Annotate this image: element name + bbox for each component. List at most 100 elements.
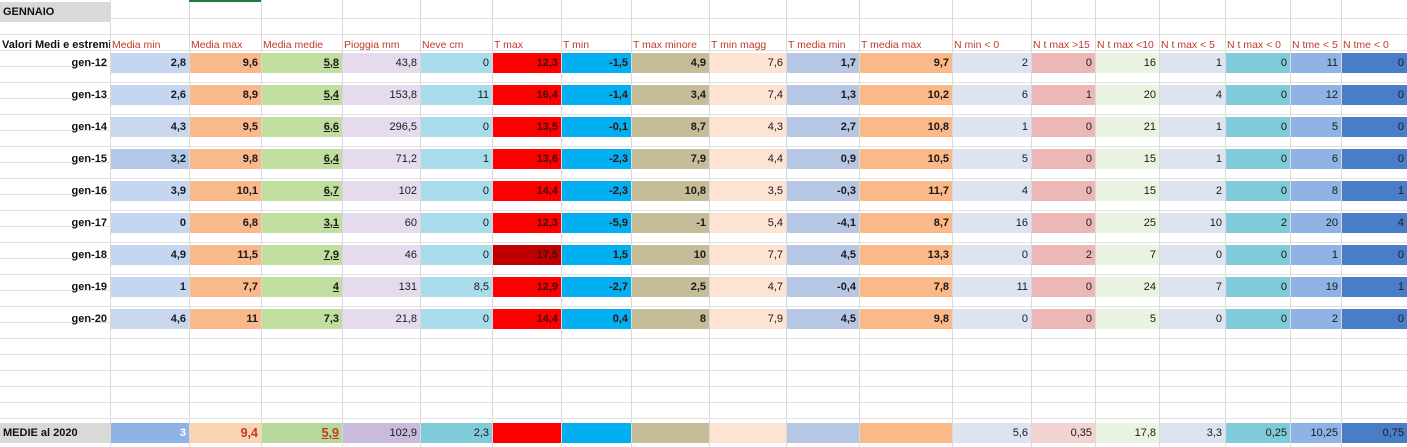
data-cell[interactable]: 7,9 <box>262 245 342 265</box>
data-cell[interactable]: 5,4 <box>710 213 786 233</box>
data-cell[interactable]: 8,5 <box>421 277 492 297</box>
summary-cell[interactable]: 10,25 <box>1291 423 1341 443</box>
data-cell[interactable]: 0 <box>953 309 1031 329</box>
data-cell[interactable]: 4,9 <box>111 245 189 265</box>
data-cell[interactable]: 1 <box>1160 149 1225 169</box>
summary-cell[interactable] <box>787 423 859 443</box>
data-cell[interactable]: 0 <box>1226 85 1290 105</box>
data-cell[interactable]: 0 <box>1342 85 1407 105</box>
data-cell[interactable]: 19 <box>1291 277 1341 297</box>
data-cell[interactable]: 14,4 <box>493 181 561 201</box>
data-cell[interactable]: 1 <box>1342 277 1407 297</box>
data-cell[interactable]: 102 <box>343 181 420 201</box>
data-cell[interactable]: 4 <box>262 277 342 297</box>
data-cell[interactable]: 1,5 <box>562 245 631 265</box>
data-cell[interactable]: 20 <box>1291 213 1341 233</box>
summary-cell[interactable]: 5,9 <box>262 423 342 443</box>
data-cell[interactable]: 1 <box>1032 85 1095 105</box>
data-cell[interactable]: 0 <box>1032 309 1095 329</box>
data-cell[interactable]: 4,6 <box>111 309 189 329</box>
data-cell[interactable]: 2 <box>953 53 1031 73</box>
data-cell[interactable]: 24 <box>1096 277 1159 297</box>
data-cell[interactable]: 9,5 <box>190 117 261 137</box>
summary-cell[interactable] <box>860 423 952 443</box>
data-cell[interactable]: 21 <box>1096 117 1159 137</box>
summary-cell[interactable] <box>562 423 631 443</box>
data-cell[interactable]: 153,8 <box>343 85 420 105</box>
summary-cell[interactable] <box>493 423 561 443</box>
summary-cell[interactable]: 3 <box>111 423 189 443</box>
data-cell[interactable]: -2,3 <box>562 181 631 201</box>
data-cell[interactable]: 5,8 <box>262 53 342 73</box>
data-cell[interactable]: 2 <box>1160 181 1225 201</box>
data-cell[interactable]: 8 <box>1291 181 1341 201</box>
data-cell[interactable]: 6,6 <box>262 117 342 137</box>
data-cell[interactable]: 10,8 <box>860 117 952 137</box>
data-cell[interactable]: 8,7 <box>632 117 709 137</box>
data-cell[interactable]: 0,4 <box>562 309 631 329</box>
data-cell[interactable]: 16,4 <box>493 85 561 105</box>
data-cell[interactable]: 5,4 <box>262 85 342 105</box>
data-cell[interactable]: 0 <box>1226 149 1290 169</box>
summary-cell[interactable]: 0,35 <box>1032 423 1095 443</box>
data-cell[interactable]: 15 <box>1096 181 1159 201</box>
summary-cell[interactable]: 102,9 <box>343 423 420 443</box>
data-cell[interactable]: 20 <box>1096 85 1159 105</box>
data-cell[interactable]: 0 <box>1226 309 1290 329</box>
data-cell[interactable]: -0,4 <box>787 277 859 297</box>
data-cell[interactable]: -2,7 <box>562 277 631 297</box>
data-cell[interactable]: 4 <box>1160 85 1225 105</box>
data-cell[interactable]: 0,9 <box>787 149 859 169</box>
data-cell[interactable]: 0 <box>1342 53 1407 73</box>
data-cell[interactable]: 0 <box>1032 149 1095 169</box>
data-cell[interactable]: 1 <box>1160 117 1225 137</box>
data-cell[interactable]: 3,2 <box>111 149 189 169</box>
data-cell[interactable]: 0 <box>421 245 492 265</box>
data-cell[interactable]: 3,5 <box>710 181 786 201</box>
data-cell[interactable]: 2 <box>1226 213 1290 233</box>
data-cell[interactable]: 11,7 <box>860 181 952 201</box>
data-cell[interactable]: 0 <box>1226 181 1290 201</box>
data-cell[interactable]: 0 <box>1226 117 1290 137</box>
data-cell[interactable]: 3,1 <box>262 213 342 233</box>
data-cell[interactable]: 10,5 <box>860 149 952 169</box>
data-cell[interactable]: 10 <box>632 245 709 265</box>
data-cell[interactable]: 4 <box>953 181 1031 201</box>
data-cell[interactable]: 17,5 <box>493 245 561 265</box>
data-cell[interactable]: 9,8 <box>860 309 952 329</box>
data-cell[interactable]: 8,9 <box>190 85 261 105</box>
data-cell[interactable]: 9,6 <box>190 53 261 73</box>
summary-cell[interactable] <box>710 423 786 443</box>
data-cell[interactable]: 0 <box>1342 149 1407 169</box>
data-cell[interactable]: 0 <box>421 309 492 329</box>
data-cell[interactable]: 0 <box>1032 277 1095 297</box>
data-cell[interactable]: 2,8 <box>111 53 189 73</box>
data-cell[interactable]: 7,6 <box>710 53 786 73</box>
data-cell[interactable]: 4,3 <box>710 117 786 137</box>
data-cell[interactable]: 16 <box>953 213 1031 233</box>
data-cell[interactable]: 8 <box>632 309 709 329</box>
data-cell[interactable]: 1 <box>111 277 189 297</box>
data-cell[interactable]: 6 <box>1291 149 1341 169</box>
data-cell[interactable]: 7 <box>1160 277 1225 297</box>
data-cell[interactable]: 12,3 <box>493 213 561 233</box>
data-cell[interactable]: 7,7 <box>710 245 786 265</box>
data-cell[interactable]: 0 <box>421 53 492 73</box>
data-cell[interactable]: 5 <box>1096 309 1159 329</box>
data-cell[interactable]: 12,3 <box>493 53 561 73</box>
data-cell[interactable]: 13,5 <box>493 117 561 137</box>
data-cell[interactable]: 2,6 <box>111 85 189 105</box>
summary-cell[interactable]: 3,3 <box>1160 423 1225 443</box>
data-cell[interactable]: 21,8 <box>343 309 420 329</box>
data-cell[interactable]: 15 <box>1096 149 1159 169</box>
data-cell[interactable]: 0 <box>953 245 1031 265</box>
data-cell[interactable]: 12,9 <box>493 277 561 297</box>
summary-cell[interactable] <box>632 423 709 443</box>
data-cell[interactable]: 0 <box>1032 181 1095 201</box>
summary-cell[interactable]: 0,75 <box>1342 423 1407 443</box>
data-cell[interactable]: 1 <box>1342 181 1407 201</box>
data-cell[interactable]: 2 <box>1291 309 1341 329</box>
data-cell[interactable]: 7,9 <box>632 149 709 169</box>
data-cell[interactable]: 6 <box>953 85 1031 105</box>
